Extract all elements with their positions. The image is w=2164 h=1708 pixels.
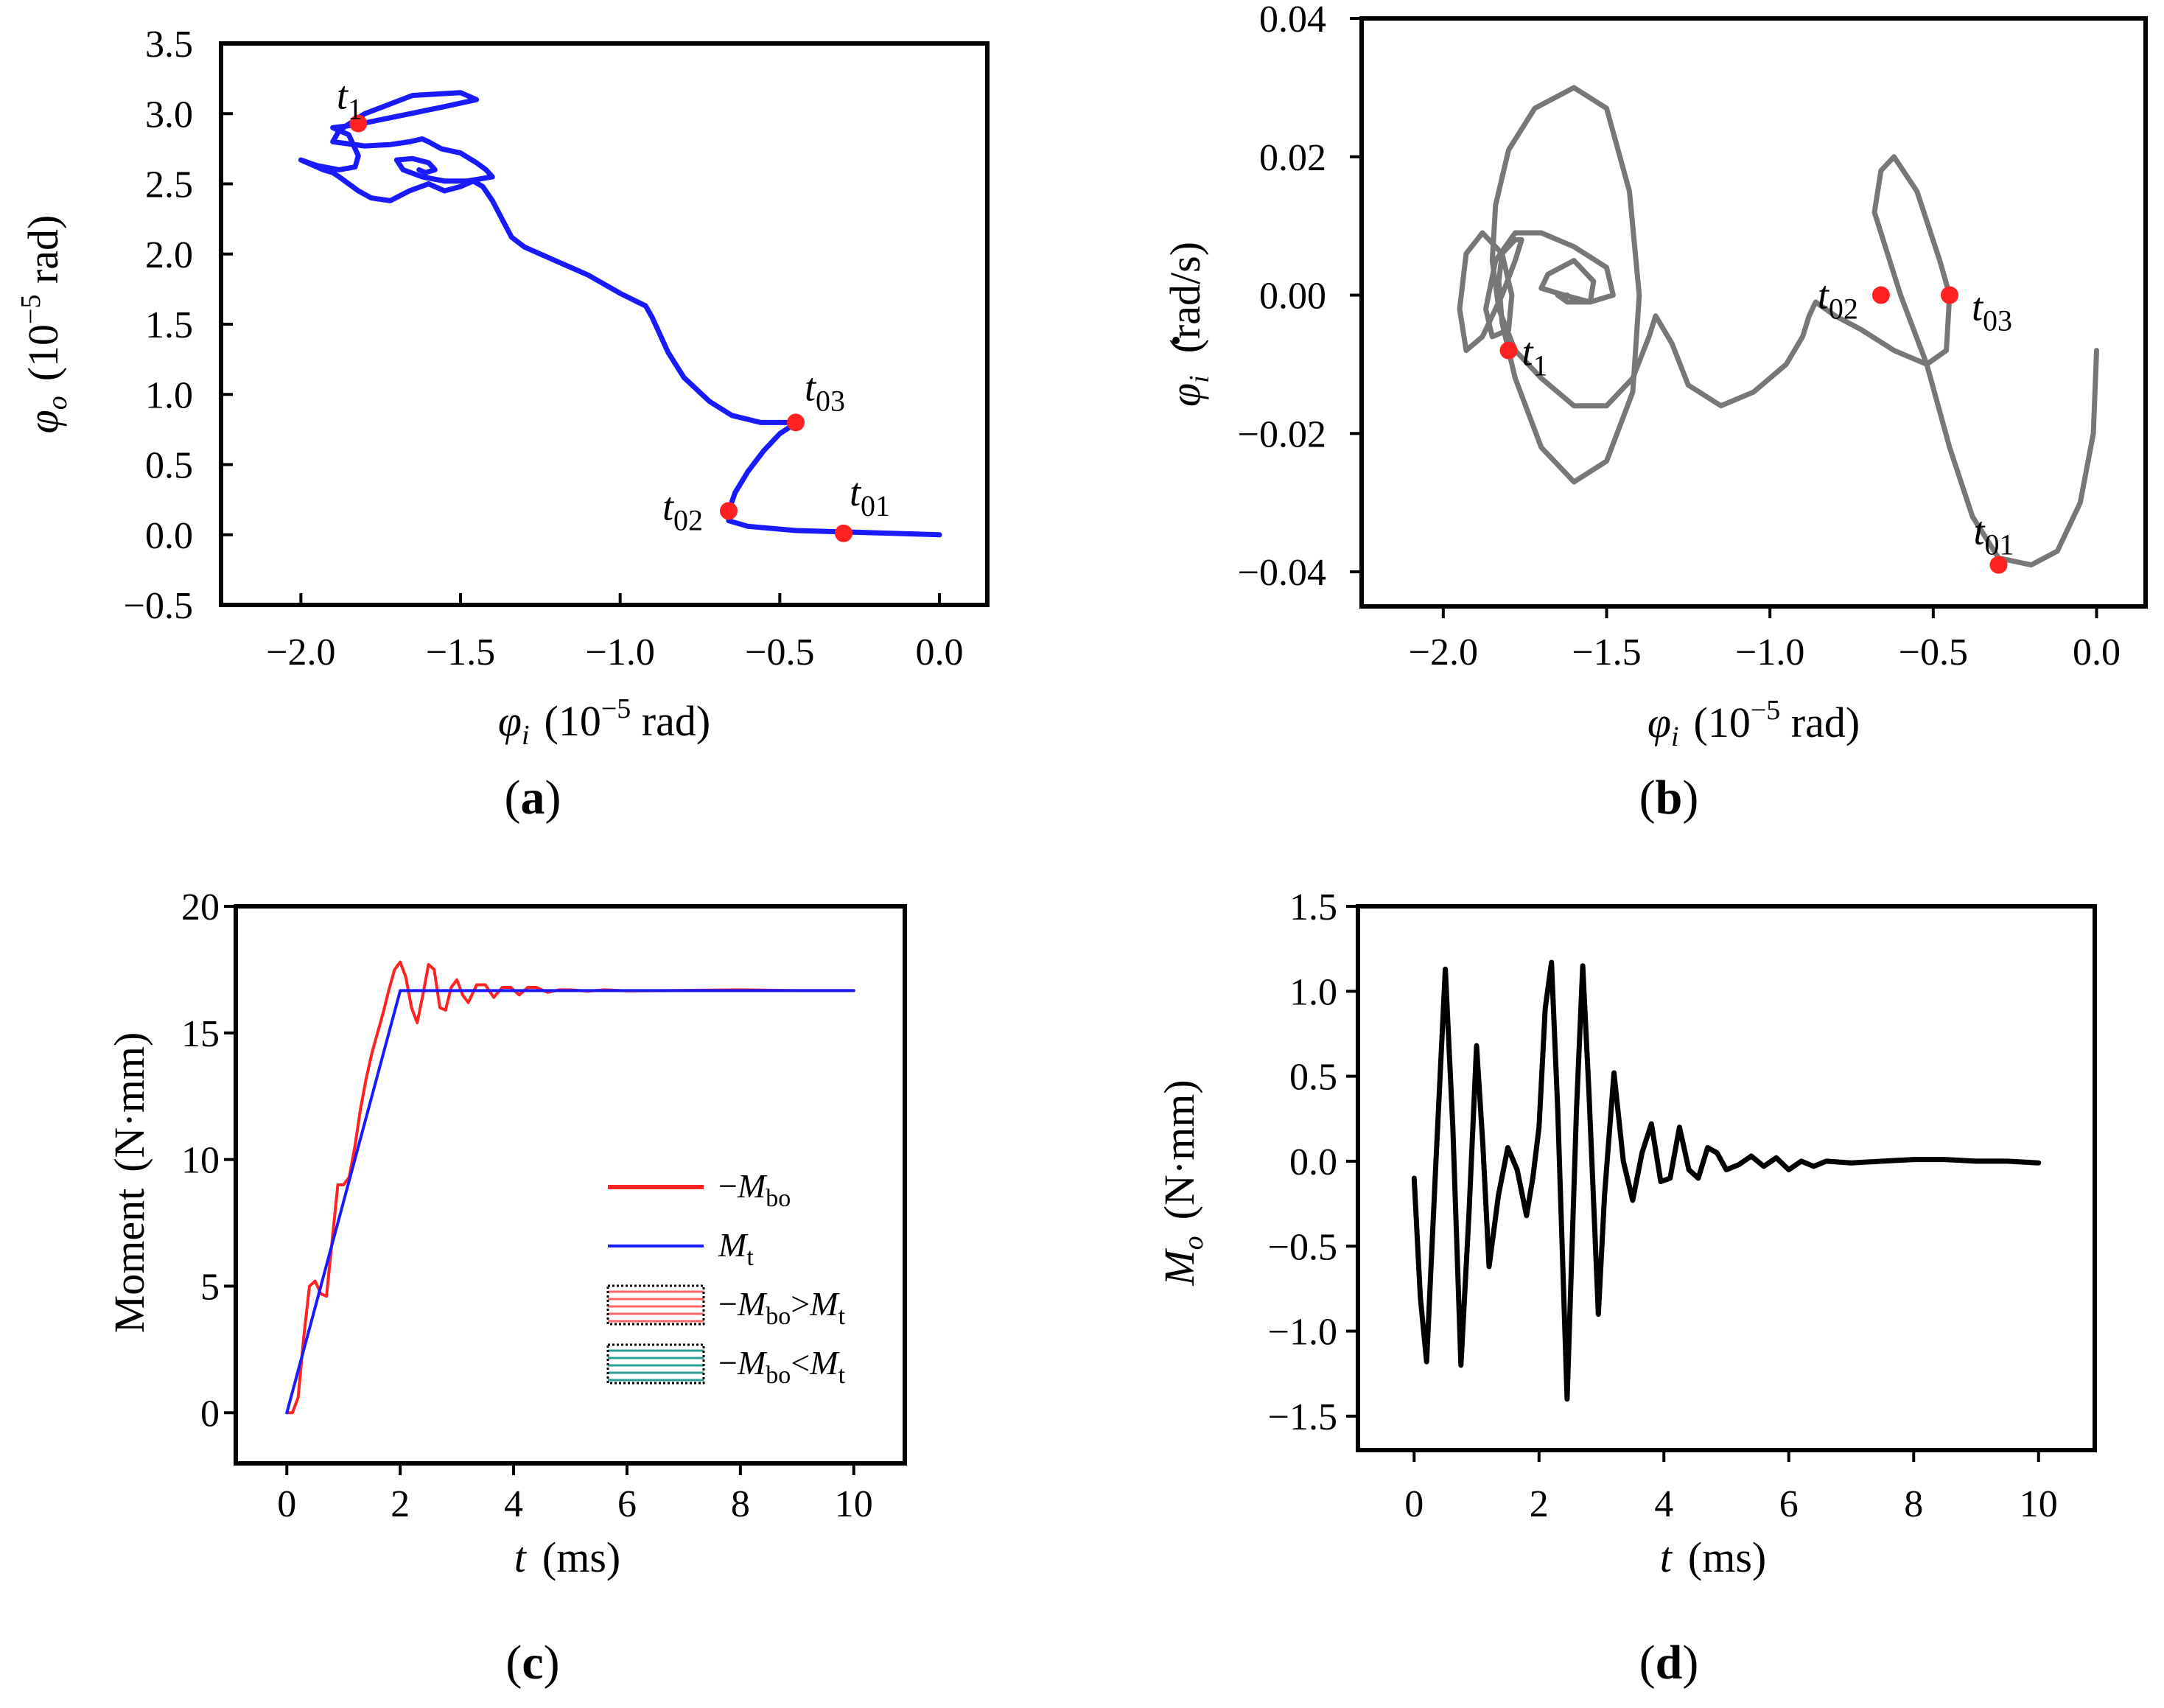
plot-frame-c [234, 904, 907, 1466]
marker-t03-a [787, 413, 805, 432]
y-tick-label-a: 2.5 [145, 164, 193, 206]
legend-swatch-3 [606, 1284, 705, 1326]
y-tick-label-b: 0.02 [1259, 137, 1326, 179]
plot-frame-b [1359, 16, 2148, 609]
legend-label-3: −Mbo>Mt [718, 1285, 846, 1330]
y-tick-label-a: 1.0 [145, 374, 193, 416]
marker-t01-a [835, 524, 852, 542]
y-axis-label-a: φo(10−5 rad) [15, 215, 73, 434]
x-tick-label-a: −1.0 [586, 631, 655, 673]
marker-label-t03-b: t03 [1972, 285, 2012, 337]
marker-t03-b [1941, 286, 1958, 304]
y-tick-label-b: 0.00 [1259, 276, 1326, 318]
x-tick-label-b: −1.5 [1572, 631, 1641, 673]
marker-label-t02-a: t02 [662, 484, 703, 536]
y-tick-label-d: 0.5 [1289, 1057, 1337, 1099]
x-tick-label-d: 4 [1654, 1483, 1673, 1525]
y-tick-label-a: 0.0 [145, 515, 193, 557]
marker-t01-b [1989, 556, 2008, 574]
x-tick-label-c: 2 [391, 1483, 410, 1525]
x-tick-label-a: −1.5 [426, 631, 495, 673]
legend-label-2: Mt [718, 1226, 754, 1271]
x-tick-label-d: 0 [1404, 1483, 1424, 1525]
panel-label-b: (b) [1639, 771, 1699, 825]
legend-label-1: −Mbo [718, 1167, 791, 1212]
marker-t02-a [720, 502, 738, 520]
x-axis-label-a: φi (10−5 rad) [498, 693, 710, 751]
series-b-1 [1457, 85, 2099, 568]
marker-label-t01-a: t01 [850, 470, 890, 522]
y-tick-label-a: −0.5 [124, 585, 193, 627]
marker-label-t1-a: t1 [337, 74, 363, 126]
series-c-2 [285, 989, 855, 1415]
series-a-1 [298, 90, 942, 538]
y-tick-label-a: 3.0 [145, 94, 193, 136]
marker-label-t1-b: t1 [1522, 330, 1548, 382]
marker-label-t02-b: t02 [1818, 273, 1858, 326]
y-tick-label-d: −1.0 [1268, 1312, 1337, 1354]
x-tick-label-a: −0.5 [745, 631, 814, 673]
x-tick-label-c: 6 [617, 1483, 637, 1525]
y-axis-label-c: Moment(N·mm) [105, 1032, 153, 1334]
x-tick-label-d: 2 [1530, 1483, 1549, 1525]
y-axis-label-d: Mo(N·mm) [1155, 1079, 1209, 1286]
y-tick-label-a: 2.0 [145, 234, 193, 276]
y-tick-label-d: −1.5 [1268, 1396, 1337, 1438]
panel-a: −2.0 −1.5 −1.0 −0.5 0.0 −0.5 0.0 0.5 1.0 1.5 2.0 2… [15, 24, 990, 825]
panel-b: −2.0 −1.5 −1.0 −0.5 0.0 −0.04 −0.02 0.00 0.02 0.… [1161, 0, 2148, 825]
x-tick-label-d: 8 [1904, 1483, 1923, 1525]
x-axis-label-c: t (ms) [514, 1533, 620, 1581]
marker-label-t03-a: t03 [805, 365, 845, 417]
x-tick-label-a: 0.0 [916, 631, 964, 673]
x-tick-label-d: 10 [2020, 1483, 2058, 1525]
panel-label-d: (d) [1639, 1636, 1699, 1690]
y-tick-label-d: 1.0 [1289, 971, 1337, 1013]
y-tick-label-d: −0.5 [1268, 1226, 1337, 1268]
y-tick-label-d: 0.0 [1289, 1141, 1337, 1183]
y-axis-label-b: φi(rad/s) [1161, 242, 1215, 407]
y-tick-label-a: 3.5 [145, 24, 193, 66]
y-tick-label-c: 0 [200, 1393, 220, 1435]
x-tick-label-b: −2.0 [1409, 631, 1478, 673]
marker-t1-a [349, 114, 368, 133]
x-axis-label-d: t (ms) [1660, 1533, 1766, 1581]
x-axis-label-b: φi (10−5 rad) [1647, 695, 1860, 752]
x-tick-label-b: −1.0 [1735, 631, 1804, 673]
x-tick-label-c: 8 [731, 1483, 750, 1525]
series-d-1 [1411, 959, 2042, 1402]
panel-d: 0 2 4 6 8 10 −1.5 −1.0 −0.5 0.0 0.5 1.0 1.5 t (ms) M… [1155, 886, 2097, 1690]
plot-frame-d [1356, 904, 2097, 1452]
legend-label-4: −Mbo<Mt [718, 1344, 846, 1389]
x-tick-label-a: −2.0 [266, 631, 335, 673]
x-tick-label-b: −0.5 [1899, 631, 1968, 673]
y-axis-label-dot-b [1172, 337, 1180, 344]
y-tick-label-c: 20 [181, 886, 220, 928]
marker-label-t01-b: t01 [1974, 509, 2014, 561]
x-tick-label-d: 6 [1779, 1483, 1799, 1525]
panel-label-a: (a) [505, 771, 561, 825]
legend-swatch-4 [606, 1343, 705, 1385]
y-tick-label-c: 15 [181, 1013, 220, 1055]
y-tick-label-a: 1.5 [145, 304, 193, 346]
marker-t1-b [1499, 341, 1518, 360]
x-tick-label-b: 0.0 [2073, 631, 2121, 673]
x-tick-label-c: 10 [835, 1483, 873, 1525]
y-tick-label-b: 0.04 [1259, 0, 1326, 41]
y-tick-label-a: 0.5 [145, 445, 193, 487]
panel-c: 0 2 4 6 8 10 0 5 10 15 20 −Mbo Mt −Mbo>Mt −Mbo<Mt t(… [105, 886, 907, 1690]
y-tick-label-c: 10 [181, 1140, 220, 1182]
y-tick-label-b: −0.02 [1238, 413, 1326, 455]
y-tick-label-b: −0.04 [1238, 552, 1326, 594]
x-tick-label-c: 0 [277, 1483, 296, 1525]
panel-label-c: (c) [505, 1636, 559, 1690]
marker-t02-b [1871, 286, 1890, 304]
y-tick-label-c: 5 [200, 1266, 220, 1308]
y-tick-label-d: 1.5 [1289, 886, 1337, 928]
x-tick-label-c: 4 [504, 1483, 523, 1525]
